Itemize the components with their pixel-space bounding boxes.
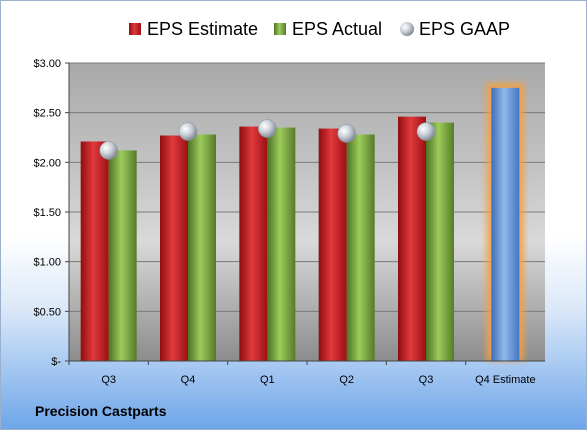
bar-q4-estimate xyxy=(491,87,520,361)
bar-eps-actual xyxy=(188,134,216,361)
y-tick-label: $0.50 xyxy=(33,306,61,318)
x-tick-label: Q1 xyxy=(260,374,275,386)
marker-eps-gaap xyxy=(99,141,118,160)
legend-label-eps-gaap: EPS GAAP xyxy=(419,19,510,39)
y-tick-label: $3.00 xyxy=(33,58,61,70)
x-tick-label: Q4 Estimate xyxy=(475,374,536,386)
marker-eps-gaap xyxy=(416,122,436,141)
x-tick-label: Q3 xyxy=(101,374,116,386)
bar-eps-actual xyxy=(346,134,375,361)
bar-eps-actual xyxy=(267,127,296,361)
y-tick-label: $2.50 xyxy=(33,108,61,120)
bar-eps-estimate xyxy=(398,116,426,361)
marker-eps-gaap xyxy=(337,124,356,143)
bars xyxy=(80,82,525,361)
x-tick-label: Q4 xyxy=(181,374,196,386)
x-axis: Q3 Q4 Q1 Q2 Q3 Q4 Estimate xyxy=(68,360,545,386)
marker-eps-gaap xyxy=(178,122,198,141)
legend-swatch-eps-gaap xyxy=(400,22,414,36)
legend: EPS Estimate EPS Actual EPS GAAP xyxy=(129,19,510,39)
y-tick-label: $- xyxy=(51,356,61,368)
bar-eps-estimate xyxy=(239,126,268,361)
legend-swatch-eps-estimate xyxy=(129,23,141,35)
legend-label-eps-actual: EPS Actual xyxy=(292,19,382,39)
y-tick-label: $1.50 xyxy=(33,207,61,219)
y-tick-label: $1.00 xyxy=(33,257,61,269)
legend-label-eps-estimate: EPS Estimate xyxy=(147,19,258,39)
x-tick-label: Q2 xyxy=(339,374,354,386)
bar-eps-estimate xyxy=(160,135,188,361)
marker-eps-gaap xyxy=(258,119,277,138)
bar-eps-actual xyxy=(108,150,137,361)
bar-eps-estimate xyxy=(318,128,347,361)
gaap-markers xyxy=(99,119,436,160)
company-name: Precision Castparts xyxy=(35,403,167,419)
bar-eps-estimate xyxy=(80,141,109,361)
legend-swatch-eps-actual xyxy=(274,23,286,35)
x-tick-label: Q3 xyxy=(419,374,434,386)
bar-eps-actual xyxy=(426,122,454,361)
y-axis: $- $0.50 $1.00 $1.50 $2.00 $2.50 $3.00 xyxy=(33,58,70,368)
y-tick-label: $2.00 xyxy=(33,157,61,169)
